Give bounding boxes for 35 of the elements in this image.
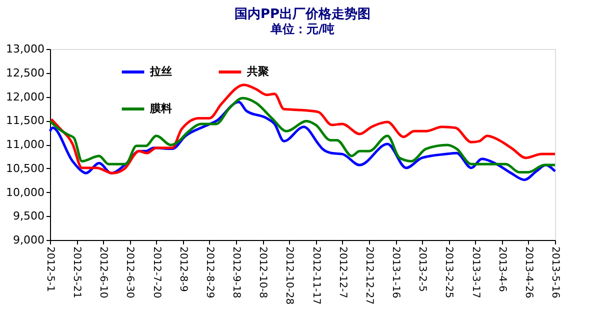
y-tick-label: 13,000 [6,42,44,56]
legend-label: 膜料 [149,102,172,115]
y-tick-label: 10,500 [6,162,44,175]
x-tick-label: 2012-6-10 [98,246,109,298]
x-tick-label: 2012-5-21 [71,246,82,298]
x-tick-label: 2012-10-8 [257,246,268,298]
x-tick-label: 2013-5-16 [550,246,560,298]
x-tick-label: 2013-4-6 [496,246,508,292]
x-tick-label: 2013-1-16 [390,246,402,298]
legend-label: 共聚 [246,65,269,78]
line-series [50,84,556,174]
legend-label: 拉丝 [149,65,172,78]
x-tick-label: 2013-3-17 [470,246,481,298]
y-tick-label: 10,000 [6,186,44,199]
x-tick-label: 2012-8-9 [177,246,188,292]
x-tick-label: 2012-11-17 [310,246,322,305]
x-tick-label: 2012-7-20 [150,246,162,298]
y-tick-label: 11,500 [6,114,44,128]
y-tick-label: 12,500 [6,66,44,80]
x-tick-label: 2012-5-1 [44,246,56,292]
y-tick-label: 9,500 [13,210,44,223]
y-tick-label: 12,000 [6,90,44,104]
y-tick-label: 11,000 [6,138,44,151]
x-tick-label: 2013-4-26 [522,246,534,298]
x-tick-label: 2012-9-18 [230,246,242,298]
chart-subtitle: 单位：元/吨 [269,22,335,36]
x-tick-label: 2012-10-28 [284,246,295,305]
x-tick-label: 2013-2-25 [443,246,454,298]
chart-title: 国内PP出厂价格走势图 [234,6,371,22]
y-tick-label: 9,000 [13,234,44,246]
x-tick-label: 2012-12-7 [336,246,348,298]
x-tick-label: 2012-8-29 [204,246,215,298]
x-tick-label: 2012-6-30 [124,246,136,298]
x-tick-label: 2013-2-5 [416,246,428,292]
x-tick-label: 2012-12-27 [363,246,374,305]
